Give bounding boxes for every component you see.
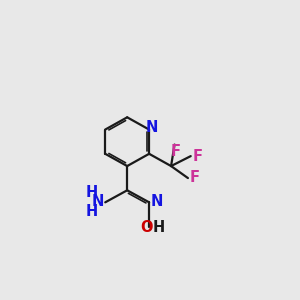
Text: N: N (92, 194, 104, 209)
Text: H: H (85, 185, 98, 200)
Text: F: F (192, 148, 202, 164)
Text: H: H (85, 204, 98, 219)
Text: F: F (171, 143, 181, 158)
Text: N: N (150, 194, 163, 209)
Text: N: N (145, 120, 158, 135)
Text: F: F (189, 170, 200, 185)
Text: O: O (141, 220, 153, 235)
Text: H: H (152, 220, 164, 235)
